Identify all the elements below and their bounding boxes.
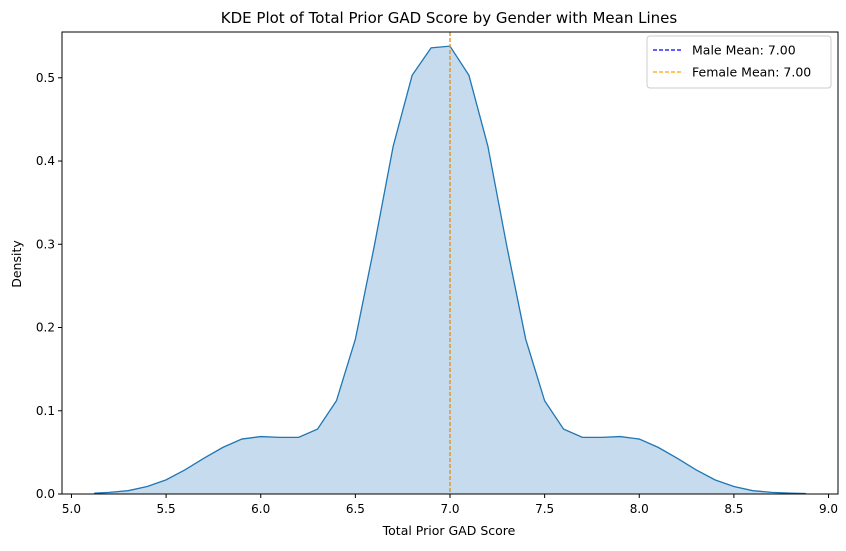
x-tick-label: 6.5 [346, 502, 365, 516]
legend-box [646, 35, 832, 89]
y-axis-label: Density [9, 240, 24, 288]
y-tick-label: 0.5 [36, 71, 55, 85]
chart-title: KDE Plot of Total Prior GAD Score by Gen… [221, 9, 678, 27]
x-tick-label: 9.0 [819, 502, 838, 516]
legend: Male Mean: 7.00 Female Mean: 7.00 [646, 35, 832, 89]
x-tick-label: 8.0 [630, 502, 649, 516]
x-axis-label: Total Prior GAD Score [382, 523, 516, 538]
y-tick-label: 0.4 [36, 154, 55, 168]
y-tick-label: 0.1 [36, 404, 55, 418]
x-tick-label: 6.0 [251, 502, 270, 516]
axes: 5.0 5.5 6.0 6.5 7.0 7.5 8.0 8.5 9.0 0.0 0.1 0.2 0.3 0… [36, 31, 839, 516]
plot-area [94, 32, 806, 495]
x-tick-label: 5.5 [157, 502, 176, 516]
x-tick-label: 5.0 [62, 502, 81, 516]
legend-label-1: Female Mean: 7.00 [692, 65, 811, 80]
x-tick-label: 8.5 [724, 502, 743, 516]
y-tick-label: 0.0 [36, 487, 55, 501]
x-tick-label: 7.5 [535, 502, 554, 516]
y-tick-label: 0.3 [36, 237, 55, 251]
density-area-0 [94, 46, 806, 495]
y-tick-label: 0.2 [36, 321, 55, 335]
legend-label-0: Male Mean: 7.00 [692, 43, 796, 58]
x-tick-label: 7.0 [440, 502, 459, 516]
